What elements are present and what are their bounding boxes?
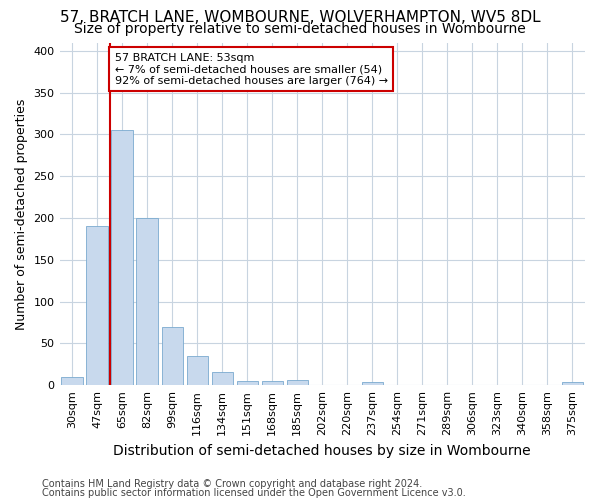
Bar [86,226,108,385]
Text: 57 BRATCH LANE: 53sqm
← 7% of semi-detached houses are smaller (54)
92% of semi-: 57 BRATCH LANE: 53sqm ← 7% of semi-detac… [115,52,388,86]
Text: Contains public sector information licensed under the Open Government Licence v3: Contains public sector information licen… [42,488,466,498]
Bar [287,380,308,385]
Bar [362,382,383,385]
Y-axis label: Number of semi-detached properties: Number of semi-detached properties [15,98,28,330]
Bar [161,326,183,385]
Text: Size of property relative to semi-detached houses in Wombourne: Size of property relative to semi-detach… [74,22,526,36]
Bar [136,218,158,385]
Bar [112,130,133,385]
Bar [562,382,583,385]
Bar [236,381,258,385]
Text: 57, BRATCH LANE, WOMBOURNE, WOLVERHAMPTON, WV5 8DL: 57, BRATCH LANE, WOMBOURNE, WOLVERHAMPTO… [59,10,541,25]
Bar [61,377,83,385]
Bar [187,356,208,385]
Text: Contains HM Land Registry data © Crown copyright and database right 2024.: Contains HM Land Registry data © Crown c… [42,479,422,489]
X-axis label: Distribution of semi-detached houses by size in Wombourne: Distribution of semi-detached houses by … [113,444,531,458]
Bar [262,381,283,385]
Bar [212,372,233,385]
